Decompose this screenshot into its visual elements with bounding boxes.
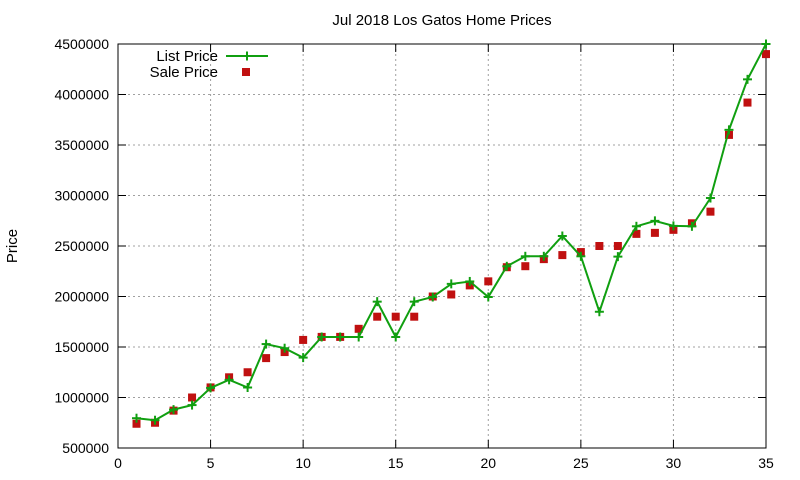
list-price-point	[502, 261, 512, 271]
grid	[118, 44, 766, 448]
chart-title: Jul 2018 Los Gatos Home Prices	[332, 12, 551, 29]
x-tick-label: 5	[207, 455, 215, 471]
x-tick-label: 20	[480, 455, 496, 471]
y-tick-label: 4500000	[54, 36, 109, 52]
sale-price-point	[484, 277, 493, 286]
sale-price-point	[762, 50, 770, 59]
list-price-point	[317, 332, 327, 342]
list-price-point	[557, 231, 567, 241]
series-layer	[132, 39, 771, 428]
list-price-point	[761, 39, 771, 49]
y-axis-label: Price	[4, 229, 21, 263]
legend-label-sale-price: Sale Price	[150, 64, 218, 81]
sale-price-point	[132, 419, 141, 428]
sale-price-point	[650, 228, 659, 237]
y-tick-label: 2000000	[54, 289, 109, 305]
list-price-point	[705, 193, 715, 203]
list-price-point	[280, 343, 290, 353]
sale-price-point	[391, 312, 400, 321]
list-price-point	[465, 276, 475, 286]
list-price-point	[150, 415, 160, 425]
list-price-point	[187, 400, 197, 410]
sale-price-point	[558, 251, 567, 260]
list-price-point	[594, 307, 604, 317]
list-price-point	[335, 332, 345, 342]
x-tick-label: 30	[666, 455, 682, 471]
sale-price-point	[724, 130, 733, 139]
y-tick-label: 2500000	[54, 238, 109, 254]
list-price-point	[631, 221, 641, 231]
list-price-point	[539, 251, 549, 261]
list-price-point	[576, 251, 586, 261]
list-price-point	[169, 405, 179, 415]
y-tick-label: 3000000	[54, 188, 109, 204]
sale-price-point	[521, 262, 530, 271]
legend-plus	[242, 51, 252, 61]
list-price-point	[243, 383, 253, 393]
x-tick-label: 15	[388, 455, 404, 471]
sale-price-point	[613, 242, 622, 250]
legend: List Price Sale Price	[150, 48, 268, 81]
list-price-point	[372, 297, 382, 307]
sale-price-point	[299, 335, 308, 344]
series-sale-price	[132, 50, 770, 428]
legend-marker-list-price	[242, 51, 252, 61]
sale-price-point	[373, 312, 382, 321]
sale-price-point	[743, 98, 752, 107]
list-price-point	[520, 251, 530, 261]
sale-price-point	[262, 354, 271, 363]
list-price-point	[132, 413, 142, 423]
list-price-point	[668, 221, 678, 231]
series-list-price	[132, 39, 771, 425]
list-price-point	[409, 297, 419, 307]
y-tick-label: 1000000	[54, 390, 109, 406]
y-tick-label: 3500000	[54, 137, 109, 153]
list-price-point	[483, 292, 493, 302]
x-tick-label: 10	[295, 455, 311, 471]
list-price-point	[613, 252, 623, 262]
list-price-point	[724, 125, 734, 135]
x-tick-label: 0	[114, 455, 122, 471]
list-price-point	[354, 332, 364, 342]
list-price-point	[206, 383, 216, 393]
axis-ticks: 0 5 10 15 20 25 30 35 500000 1000000 1500000 200000…	[54, 36, 774, 471]
y-tick-label: 500000	[62, 440, 109, 456]
list-price-point	[687, 221, 697, 231]
sale-price-point	[447, 290, 456, 299]
sale-price-point	[188, 393, 197, 402]
list-price-point	[446, 279, 456, 289]
sale-price-point	[595, 242, 604, 250]
sale-price-point	[243, 368, 252, 377]
sale-price-point	[354, 324, 363, 333]
x-tick-label: 35	[758, 455, 774, 471]
y-tick-label: 4000000	[54, 87, 109, 103]
list-price-point	[224, 375, 234, 385]
y-tick-label: 1500000	[54, 339, 109, 355]
list-price-point	[428, 292, 438, 302]
legend-square	[242, 68, 250, 76]
list-price-point	[650, 216, 660, 226]
sale-price-point	[706, 207, 715, 216]
list-price-point	[298, 353, 308, 363]
legend-label-list-price: List Price	[156, 48, 218, 65]
x-tick-label: 25	[573, 455, 589, 471]
list-price-point	[391, 332, 401, 342]
legend-marker-sale-price	[242, 68, 250, 76]
sale-price-point	[632, 229, 641, 238]
list-price-point	[742, 74, 752, 84]
sale-price-point	[410, 312, 419, 321]
list-price-point	[261, 339, 271, 349]
